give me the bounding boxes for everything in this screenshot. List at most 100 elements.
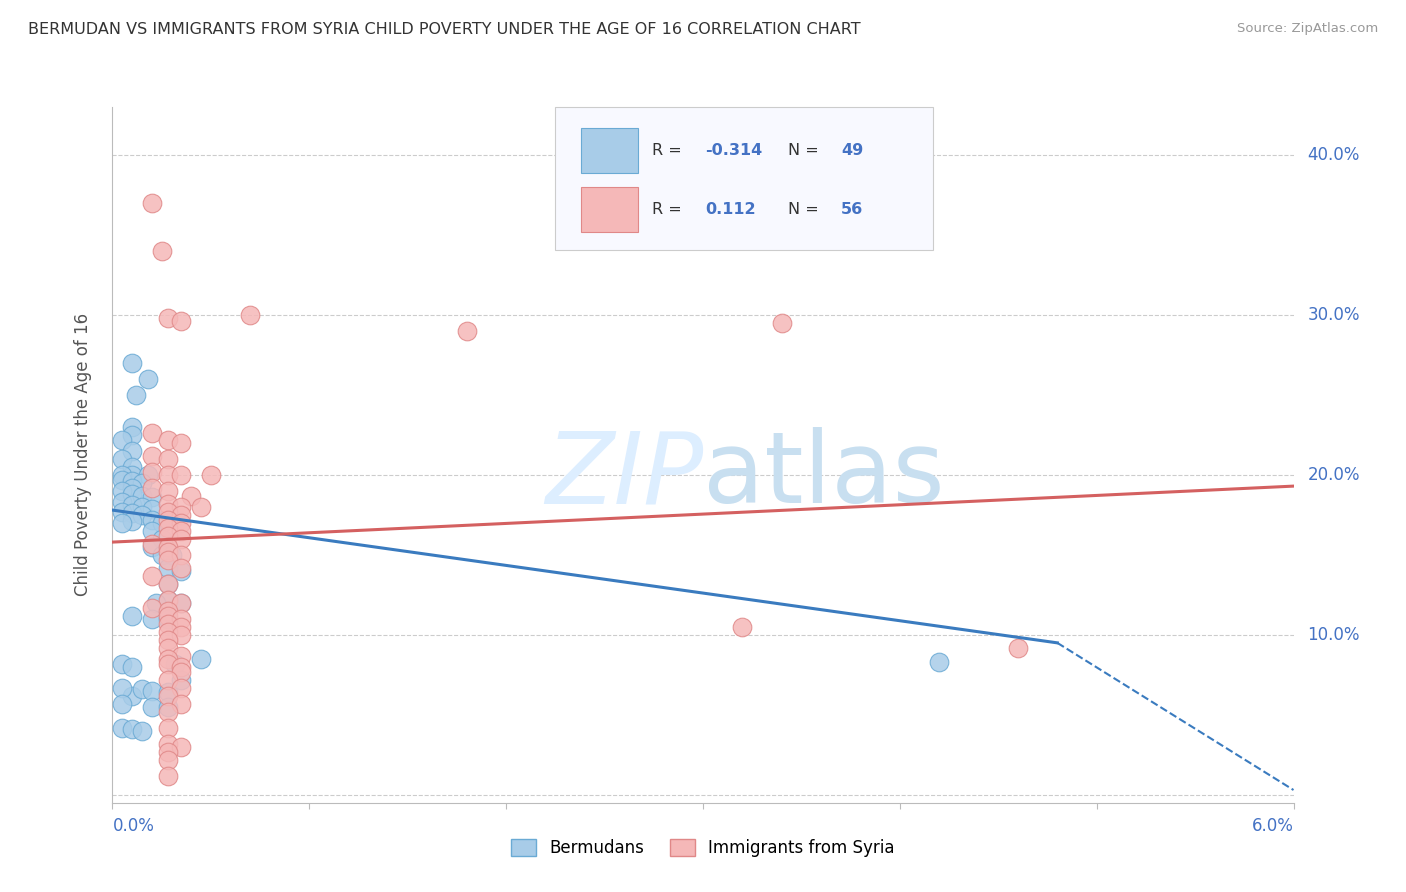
Point bbox=[180, 489, 202, 503]
Point bbox=[156, 552, 179, 566]
Point bbox=[121, 481, 143, 495]
Text: 0.112: 0.112 bbox=[706, 202, 756, 217]
Point bbox=[121, 506, 143, 520]
Point bbox=[141, 491, 163, 505]
Point bbox=[156, 689, 179, 703]
Point bbox=[150, 244, 173, 258]
Point bbox=[156, 311, 179, 326]
Point bbox=[156, 576, 179, 591]
Text: ZIP: ZIP bbox=[544, 427, 703, 524]
Point bbox=[141, 465, 163, 479]
Point bbox=[156, 540, 179, 554]
Point bbox=[170, 612, 193, 626]
Point bbox=[170, 596, 193, 610]
Point bbox=[145, 596, 167, 610]
Text: Source: ZipAtlas.com: Source: ZipAtlas.com bbox=[1237, 22, 1378, 36]
Point bbox=[731, 620, 754, 634]
Point bbox=[121, 608, 143, 623]
Point bbox=[111, 433, 134, 447]
Point bbox=[156, 705, 179, 719]
Point bbox=[141, 501, 163, 516]
Point bbox=[170, 673, 193, 687]
Point bbox=[111, 516, 134, 530]
Point bbox=[131, 723, 153, 738]
Point bbox=[156, 673, 179, 687]
Point bbox=[111, 467, 134, 482]
Point bbox=[121, 428, 143, 442]
Point bbox=[121, 498, 143, 512]
Point bbox=[156, 745, 179, 759]
Y-axis label: Child Poverty Under the Age of 16: Child Poverty Under the Age of 16 bbox=[73, 313, 91, 597]
Point bbox=[121, 487, 143, 501]
Point bbox=[156, 652, 179, 666]
Point bbox=[156, 433, 179, 447]
Point bbox=[770, 316, 793, 330]
Point bbox=[111, 495, 134, 509]
Point bbox=[141, 481, 163, 495]
Point bbox=[156, 624, 179, 639]
Point bbox=[190, 652, 212, 666]
Point bbox=[170, 697, 193, 711]
Point bbox=[156, 721, 179, 735]
Point bbox=[170, 596, 193, 610]
Point bbox=[156, 753, 179, 767]
Point bbox=[170, 660, 193, 674]
FancyBboxPatch shape bbox=[555, 107, 934, 250]
Point bbox=[125, 388, 148, 402]
Point bbox=[131, 682, 153, 697]
Point bbox=[121, 723, 143, 737]
Point bbox=[170, 516, 193, 530]
Point bbox=[170, 524, 193, 538]
Point bbox=[131, 508, 153, 522]
Point bbox=[111, 451, 134, 466]
Point bbox=[141, 683, 163, 698]
Point bbox=[170, 628, 193, 642]
Point bbox=[141, 540, 163, 554]
Point bbox=[141, 196, 163, 211]
Point bbox=[111, 473, 134, 487]
Text: 0.0%: 0.0% bbox=[112, 817, 155, 835]
Point bbox=[156, 505, 179, 519]
Point bbox=[170, 648, 193, 663]
Point bbox=[136, 467, 159, 482]
Point bbox=[121, 514, 143, 528]
Point bbox=[156, 544, 179, 558]
Point bbox=[121, 444, 143, 458]
Text: 6.0%: 6.0% bbox=[1251, 817, 1294, 835]
Point bbox=[121, 420, 143, 434]
Point bbox=[121, 356, 143, 370]
Text: R =: R = bbox=[652, 202, 688, 217]
Point bbox=[156, 604, 179, 618]
Point bbox=[131, 500, 153, 514]
Point bbox=[156, 483, 179, 498]
Point bbox=[121, 475, 143, 489]
Point bbox=[170, 508, 193, 522]
Point bbox=[165, 657, 187, 671]
Point bbox=[111, 681, 134, 695]
Point bbox=[156, 685, 179, 699]
Point bbox=[156, 657, 179, 671]
Point bbox=[156, 467, 179, 482]
Point bbox=[121, 689, 143, 703]
Legend: Bermudans, Immigrants from Syria: Bermudans, Immigrants from Syria bbox=[505, 832, 901, 864]
Point bbox=[141, 524, 163, 538]
Point bbox=[131, 475, 153, 490]
Point bbox=[156, 632, 179, 647]
Point bbox=[156, 640, 179, 655]
Text: atlas: atlas bbox=[703, 427, 945, 524]
Text: N =: N = bbox=[787, 143, 824, 158]
Point bbox=[156, 699, 179, 714]
Point bbox=[141, 600, 163, 615]
Point bbox=[156, 521, 179, 535]
Point bbox=[111, 657, 134, 671]
Point bbox=[150, 516, 173, 530]
Point bbox=[156, 769, 179, 783]
FancyBboxPatch shape bbox=[581, 128, 638, 173]
Text: 10.0%: 10.0% bbox=[1308, 626, 1360, 644]
Point bbox=[136, 372, 159, 386]
Point bbox=[456, 324, 478, 338]
Point bbox=[121, 467, 143, 482]
Point bbox=[156, 608, 179, 623]
Point bbox=[200, 467, 222, 482]
Point bbox=[111, 483, 134, 498]
